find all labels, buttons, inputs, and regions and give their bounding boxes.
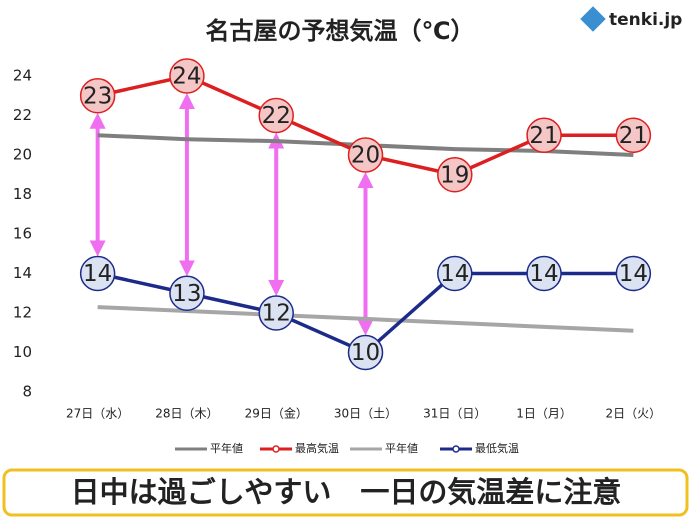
logo-icon bbox=[580, 6, 606, 32]
legend-label: 平年値 bbox=[210, 441, 243, 455]
y-tick-label: 24 bbox=[13, 67, 32, 85]
data-point bbox=[437, 255, 473, 292]
y-tick-label: 10 bbox=[13, 343, 32, 361]
data-point bbox=[437, 157, 473, 193]
y-tick-label: 16 bbox=[13, 225, 32, 243]
legend-label: 最高気温 bbox=[295, 441, 339, 455]
y-tick-label: 18 bbox=[13, 185, 32, 203]
data-point bbox=[79, 255, 116, 292]
data-point bbox=[169, 275, 205, 311]
data-label: 14 bbox=[83, 261, 112, 287]
legend-label: 最低気温 bbox=[475, 441, 519, 455]
x-tick-label: 28日（木） bbox=[155, 407, 218, 421]
legend-marker bbox=[452, 445, 460, 453]
x-tick-label: 31日（日） bbox=[423, 407, 486, 421]
data-label: 22 bbox=[262, 103, 291, 129]
data-point bbox=[169, 58, 205, 94]
chart-title: 名古屋の予想気温（℃） bbox=[205, 17, 474, 45]
x-tick-label: 1日（月） bbox=[516, 407, 572, 421]
y-tick-label: 14 bbox=[13, 264, 32, 282]
data-label: 13 bbox=[172, 281, 201, 307]
data-label: 21 bbox=[529, 123, 558, 149]
data-point bbox=[258, 97, 294, 134]
data-point bbox=[258, 295, 294, 331]
data-label: 19 bbox=[440, 162, 469, 188]
logo-text: tenki.jp bbox=[609, 10, 682, 30]
data-point bbox=[615, 117, 652, 153]
y-tick-label: 22 bbox=[13, 106, 32, 124]
logo: tenki.jp bbox=[580, 6, 682, 32]
y-tick-label: 20 bbox=[13, 146, 32, 164]
y-tick-label: 12 bbox=[13, 304, 32, 322]
x-tick-label: 2日（火） bbox=[606, 407, 662, 421]
x-tick-label: 30日（土） bbox=[334, 407, 397, 421]
data-label: 21 bbox=[619, 123, 648, 149]
series-line bbox=[97, 305, 634, 333]
data-point bbox=[347, 137, 384, 173]
data-point bbox=[79, 78, 116, 114]
x-tick-label: 27日（水） bbox=[66, 407, 129, 421]
data-label: 14 bbox=[529, 261, 558, 287]
data-label: 12 bbox=[262, 301, 291, 327]
data-label: 23 bbox=[83, 83, 112, 109]
data-point bbox=[615, 255, 652, 292]
data-point bbox=[347, 334, 384, 371]
banner bbox=[2, 468, 689, 517]
data-label: 20 bbox=[351, 143, 380, 169]
data-label: 14 bbox=[619, 261, 648, 287]
data-label: 24 bbox=[172, 64, 201, 90]
data-point bbox=[526, 255, 562, 292]
banner-text: 日中は過ごしやすい 一日の気温差に注意 bbox=[71, 475, 622, 509]
legend-marker bbox=[272, 445, 280, 453]
y-tick-label: 8 bbox=[22, 383, 32, 401]
data-point bbox=[526, 117, 562, 153]
data-label: 14 bbox=[440, 261, 469, 287]
data-label: 10 bbox=[351, 340, 380, 366]
x-tick-label: 29日（金） bbox=[245, 406, 308, 421]
legend-label: 平年値 bbox=[385, 441, 418, 455]
